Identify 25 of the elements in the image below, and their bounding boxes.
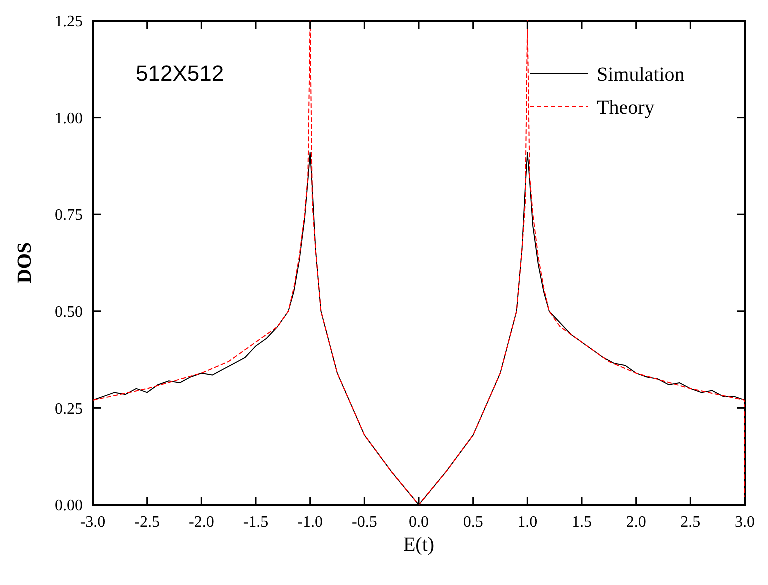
x-tick-label: -2.5 [134, 514, 160, 531]
x-tick-label: 0.0 [409, 514, 429, 531]
x-tick-label: 2.0 [626, 514, 646, 531]
x-tick-label: 3.0 [735, 514, 755, 531]
x-tick-label: 2.5 [680, 514, 701, 531]
y-tick-label: 0.00 [55, 498, 83, 515]
y-tick-label: 0.50 [55, 304, 83, 321]
annotation: 512X512 [136, 61, 224, 86]
x-tick-label: 0.5 [463, 514, 484, 531]
x-tick-label: -1.5 [243, 514, 269, 531]
y-tick-label: 0.25 [55, 400, 83, 418]
y-tick-label: 1.25 [55, 14, 83, 31]
x-tick-label: -3.0 [80, 514, 106, 531]
y-tick-label: 0.75 [55, 207, 83, 224]
x-tick-label: -2.0 [189, 514, 214, 531]
x-axis-title: E(t) [403, 534, 435, 556]
x-tick-label: 1.5 [572, 514, 592, 531]
x-tick-label: -0.5 [352, 514, 378, 531]
x-tick-label: 1.0 [518, 514, 538, 531]
legend-label: Simulation [597, 64, 685, 86]
y-axis-title: DOS [14, 242, 36, 284]
y-tick-label: 1.00 [55, 110, 83, 128]
legend-label: Theory [597, 97, 655, 119]
line-series [93, 20, 745, 506]
x-tick-label: -1.0 [298, 514, 323, 531]
